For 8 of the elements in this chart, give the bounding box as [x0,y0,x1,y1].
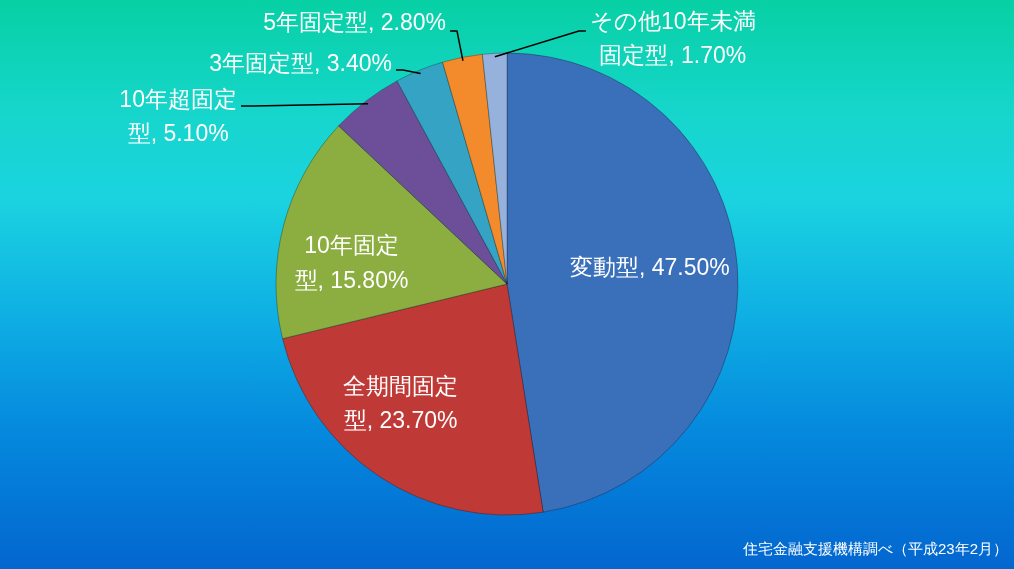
slice-label: 変動型, 47.50% [569,253,730,280]
slice-label: その他10年未満固定型, 1.70% [589,7,756,69]
slice-label: 5年固定型, 2.80% [263,9,447,36]
slice-label: 10年固定型, 15.80% [294,232,409,293]
text: 住宅金融支援機構調べ（平成23年2月） [742,540,1008,558]
slice-label: 10年超固定型, 5.10% [119,85,237,147]
slice-label: 全期間固定型, 23.70% [343,372,459,434]
slice-label: 3年固定型, 3.40% [209,49,392,76]
